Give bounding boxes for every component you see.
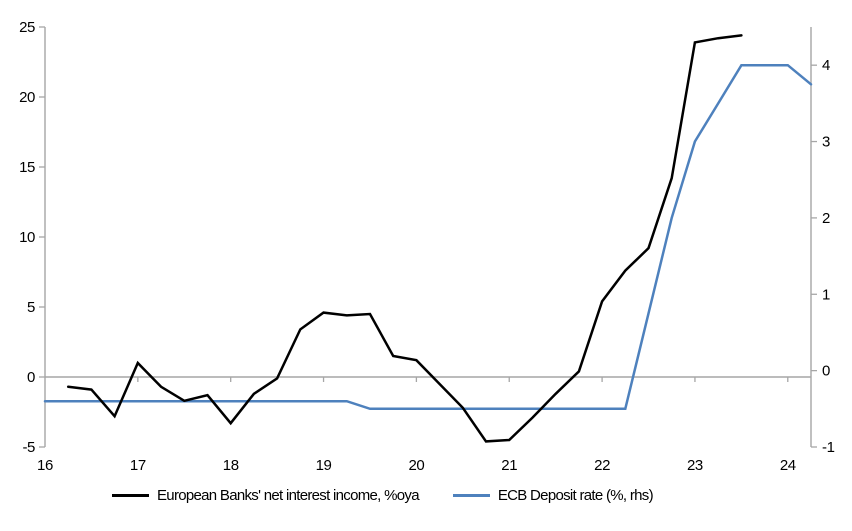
- x-tick-label: 20: [408, 457, 424, 474]
- chart-legend: European Banks' net interest income, %oy…: [112, 487, 654, 504]
- y-right-tick-label: 0: [822, 363, 830, 380]
- y-right-tick-label: 4: [822, 57, 830, 74]
- y-left-tick-label: 15: [19, 159, 35, 176]
- legend-item-nii: European Banks' net interest income, %oy…: [112, 487, 420, 504]
- y-left-tick-label: 0: [27, 369, 35, 386]
- y-right-tick-label: 3: [822, 134, 830, 151]
- x-tick-label: 22: [594, 457, 610, 474]
- y-right-tick-label: 2: [822, 210, 830, 227]
- x-tick-label: 23: [687, 457, 703, 474]
- x-tick-label: 21: [501, 457, 517, 474]
- y-left-tick-label: 10: [19, 229, 35, 246]
- ecb-legend-label: ECB Deposit rate (%, rhs): [497, 487, 654, 504]
- y-right-tick-label: -1: [822, 439, 835, 456]
- y-left-tick-label: 5: [27, 299, 35, 316]
- nii-line-swatch: [112, 494, 149, 497]
- x-tick-label: 18: [223, 457, 239, 474]
- nii-legend-label: European Banks' net interest income, %oy…: [157, 487, 420, 504]
- y-left-tick-label: -5: [22, 439, 35, 456]
- x-tick-label: 19: [316, 457, 332, 474]
- y-left-tick-label: 25: [19, 19, 35, 36]
- y-left-tick-label: 20: [19, 89, 35, 106]
- series-line-1: [43, 63, 813, 411]
- ecb-line-swatch: [452, 494, 490, 497]
- y-right-tick-label: 1: [822, 286, 830, 303]
- x-tick-label: 16: [37, 457, 53, 474]
- legend-item-ecb: ECB Deposit rate (%, rhs): [452, 487, 654, 504]
- x-tick-label: 24: [780, 457, 796, 474]
- series-line-0: [66, 34, 743, 443]
- x-tick-label: 17: [130, 457, 146, 474]
